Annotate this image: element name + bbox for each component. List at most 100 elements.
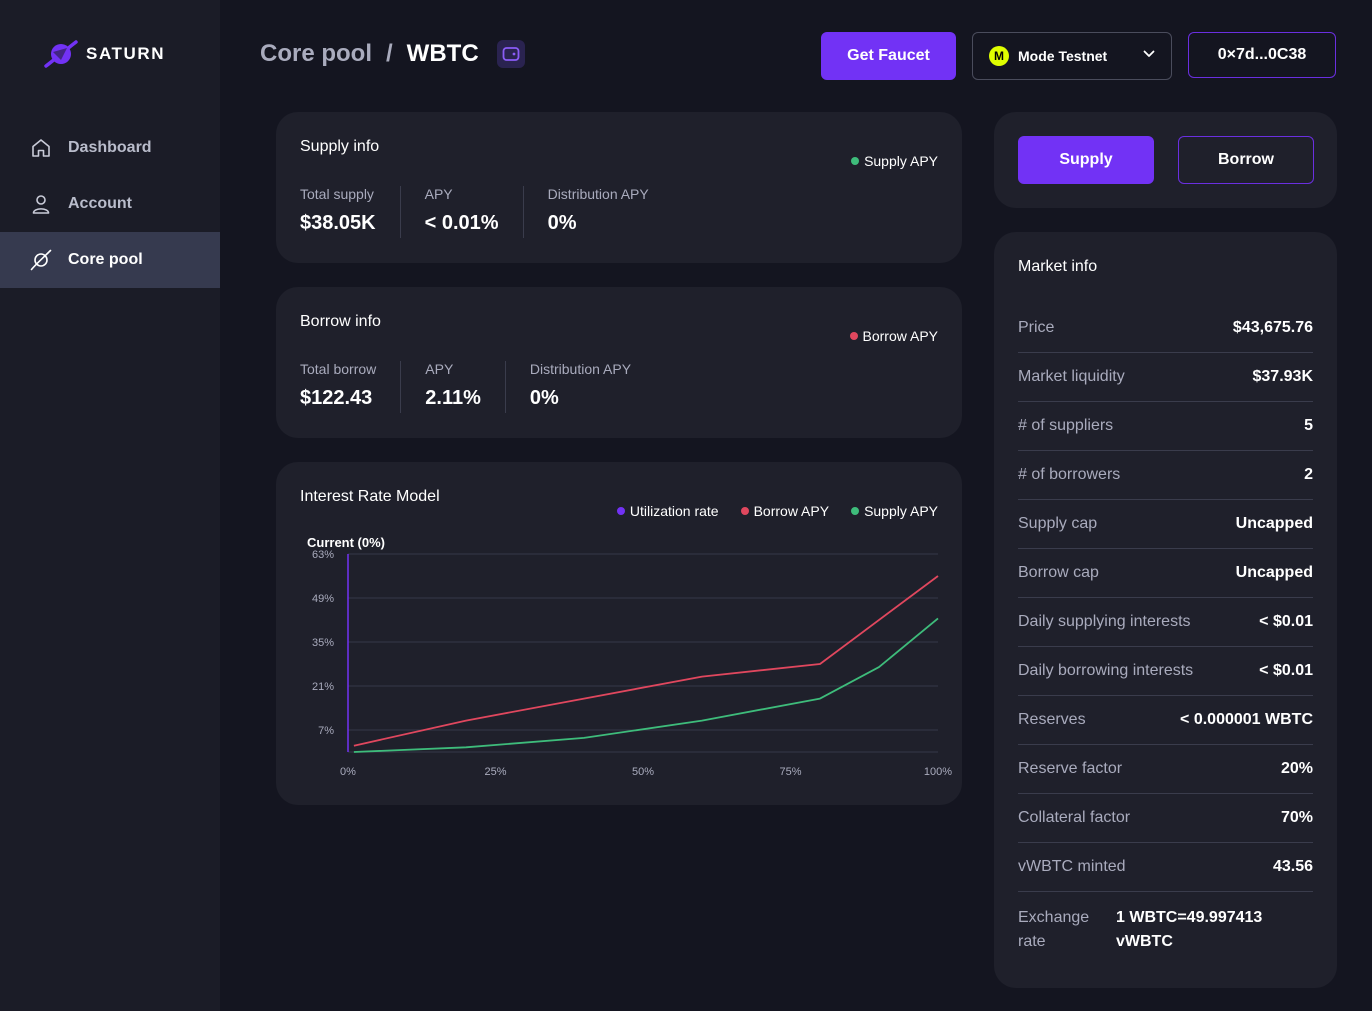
stat-distribution-apy: Distribution APY 0% [530, 361, 631, 413]
stat-label: Total borrow [300, 361, 377, 377]
supply-info-title: Supply info [300, 138, 380, 155]
y-tick-label: 49% [312, 593, 334, 605]
info-value: Uncapped [1235, 564, 1313, 581]
info-row-reserve-factor: Reserve factor 20% [1018, 745, 1313, 794]
brand-name: SATURN [86, 44, 166, 63]
legend-item: Supply APY [851, 153, 938, 169]
info-value: $37.93K [1252, 368, 1314, 385]
legend-item-borrow: Borrow APY [740, 503, 830, 519]
stat-label: APY [424, 186, 453, 202]
legend-label: Borrow APY [753, 503, 830, 519]
info-key: Daily supplying interests [1018, 613, 1191, 630]
stat-apy: APY 2.11% [425, 361, 506, 413]
legend-item: Borrow APY [849, 328, 938, 344]
market-info-list: Price $43,675.76 Market liquidity $37.93K … [1018, 304, 1313, 954]
wallet-icon [502, 47, 520, 61]
supply-tab-button[interactable]: Supply [1018, 136, 1154, 184]
sidebar-item-label: Dashboard [68, 139, 152, 156]
y-tick-label: 7% [318, 725, 334, 737]
x-tick-label: 25% [484, 766, 506, 778]
info-key: Market liquidity [1018, 368, 1125, 385]
x-tick-label: 75% [779, 766, 801, 778]
legend-label: Supply APY [864, 153, 938, 169]
info-value: Uncapped [1235, 515, 1313, 532]
actions-card: Supply Borrow [994, 112, 1337, 208]
info-value: < $0.01 [1259, 613, 1313, 630]
legend-label: Supply APY [864, 503, 938, 519]
breadcrumb-separator: / [386, 40, 393, 67]
stat-value: 0% [547, 212, 577, 234]
saturn-logo-icon [44, 40, 78, 68]
sidebar-item-label: Account [68, 195, 132, 212]
legend-label: Borrow APY [862, 328, 938, 344]
y-tick-label: 63% [312, 549, 334, 561]
supply-apy-line [353, 617, 939, 753]
sidebar-item-label: Core pool [68, 251, 143, 268]
sidebar-item-dashboard[interactable]: Dashboard [0, 120, 220, 176]
stat-value: $38.05K [300, 212, 376, 234]
breadcrumb: Core pool / WBTC [260, 40, 525, 68]
info-key: Daily borrowing interests [1018, 662, 1194, 679]
stat-total-borrow: Total borrow $122.43 [300, 361, 402, 413]
legend-label: Utilization rate [629, 503, 719, 519]
info-key: # of suppliers [1018, 417, 1114, 434]
green-dot-icon [851, 507, 860, 515]
info-key: vWBTC minted [1018, 858, 1126, 875]
purple-dot-icon [616, 507, 625, 515]
x-tick-label: 0% [340, 766, 356, 778]
planet-icon [30, 249, 52, 271]
stat-distribution-apy: Distribution APY 0% [548, 186, 649, 238]
info-value: 5 [1304, 417, 1313, 434]
info-row-suppliers: # of suppliers 5 [1018, 402, 1313, 451]
breadcrumb-root[interactable]: Core pool [260, 40, 372, 67]
info-row-minted: vWBTC minted 43.56 [1018, 843, 1313, 892]
brand-logo[interactable]: SATURN [44, 38, 165, 70]
info-value: 1 WBTC=49.997413 vWBTC [1116, 909, 1263, 950]
info-value: 43.56 [1272, 858, 1313, 875]
info-key: Reserve factor [1018, 760, 1123, 777]
stat-value: $122.43 [300, 387, 373, 409]
stat-label: Total supply [300, 186, 374, 202]
info-value: < 0.000001 WBTC [1180, 711, 1313, 728]
supply-info-card: Supply info Supply APY Total supply $38.… [276, 112, 962, 263]
sidebar-item-account[interactable]: Account [0, 176, 220, 232]
borrow-apy-line [353, 575, 939, 747]
add-to-wallet-button[interactable] [496, 40, 525, 68]
legend-item-supply: Supply APY [851, 503, 938, 519]
info-key: Borrow cap [1018, 564, 1099, 581]
stat-value: 2.11% [425, 387, 481, 409]
stat-value: < 0.01% [424, 212, 499, 234]
wallet-address-button[interactable]: 0×7d...0C38 [1188, 32, 1336, 78]
info-row-exchange-rate: Exchange rate 1 WBTC=49.997413 vWBTC [1018, 892, 1313, 954]
mode-network-icon: M [989, 46, 1009, 66]
y-tick-label: 35% [312, 637, 334, 649]
info-row-reserves: Reserves < 0.000001 WBTC [1018, 696, 1313, 745]
info-row-collateral-factor: Collateral factor 70% [1018, 794, 1313, 843]
info-value: $43,675.76 [1232, 319, 1313, 336]
supply-stats: Total supply $38.05K APY < 0.01% Distrib… [300, 186, 649, 238]
info-key: Supply cap [1018, 515, 1098, 532]
x-tick-label: 100% [924, 766, 952, 778]
info-key: Collateral factor [1018, 809, 1131, 826]
green-dot-icon [851, 157, 860, 165]
get-faucet-button[interactable]: Get Faucet [821, 32, 956, 80]
sidebar-item-core-pool[interactable]: Core pool [0, 232, 220, 288]
legend-item-utilization: Utilization rate [616, 503, 719, 519]
sidebar: SATURN Dashboard Account Core pool [0, 0, 220, 1011]
stat-label: APY [425, 361, 454, 377]
network-select[interactable]: M Mode Testnet [972, 32, 1172, 80]
borrow-info-title: Borrow info [300, 313, 381, 330]
stat-total-supply: Total supply $38.05K [300, 186, 401, 238]
x-tick-label: 50% [632, 766, 654, 778]
info-value: < $0.01 [1259, 662, 1313, 679]
chevron-down-icon [1143, 50, 1155, 57]
stat-apy: APY < 0.01% [425, 186, 524, 238]
interest-model-title: Interest Rate Model [300, 488, 440, 505]
red-dot-icon [740, 507, 749, 515]
borrow-info-card: Borrow info Borrow APY Total borrow $122… [276, 287, 962, 438]
red-dot-icon [849, 332, 858, 340]
info-value: 20% [1280, 760, 1313, 777]
borrow-stats: Total borrow $122.43 APY 2.11% Distribut… [300, 361, 631, 413]
info-key: Exchange rate [1018, 909, 1090, 950]
borrow-tab-button[interactable]: Borrow [1178, 136, 1314, 184]
